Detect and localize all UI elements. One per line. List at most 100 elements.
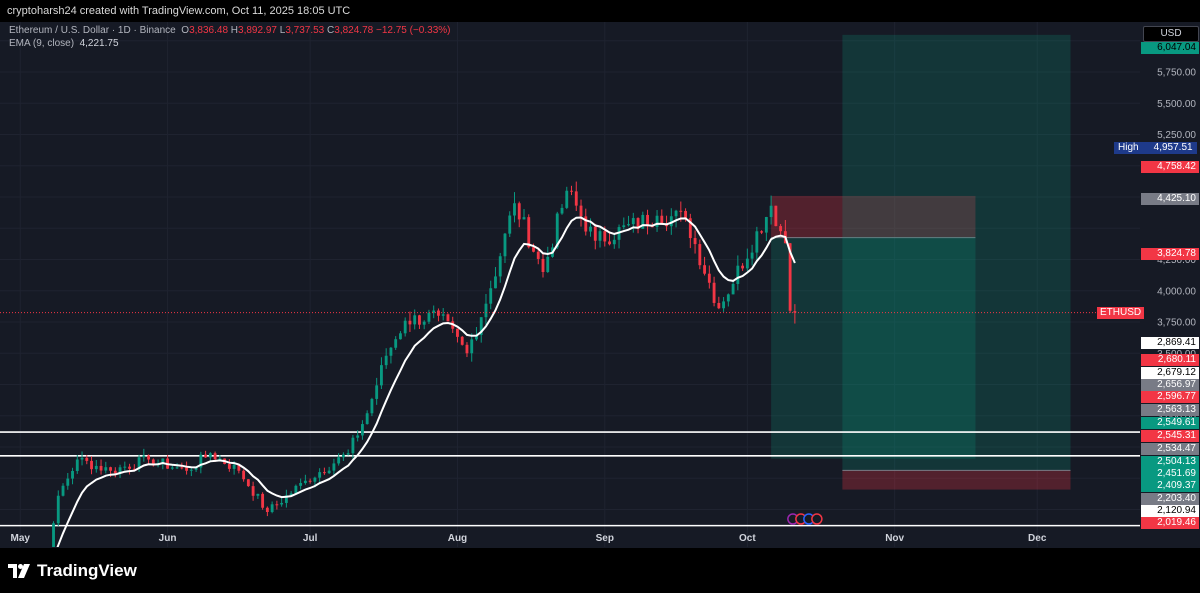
candle-body: [246, 479, 250, 487]
candle-body: [584, 216, 588, 232]
price-tag: 2,019.46: [1141, 517, 1199, 529]
candle-body: [299, 483, 303, 486]
candle-body: [603, 231, 607, 242]
candle-body: [218, 458, 222, 460]
candle-body: [703, 265, 707, 274]
candle-body: [674, 210, 678, 217]
candle-body: [484, 303, 488, 318]
candle-body: [736, 265, 740, 284]
candle-body: [541, 258, 545, 272]
candle-body: [327, 470, 331, 474]
candle-body: [85, 457, 89, 461]
candle-body: [774, 205, 778, 227]
candle-body: [232, 464, 236, 469]
candle-body: [641, 214, 645, 229]
time-axis[interactable]: May Jun Jul Aug Sep Oct Nov Dec: [0, 527, 1140, 547]
grid-lines: [0, 22, 1140, 547]
candle-body: [137, 457, 141, 469]
candle-body: [565, 190, 569, 208]
candle-body: [527, 217, 531, 248]
candle-body: [427, 312, 431, 322]
close-label: C: [327, 25, 335, 36]
time-tick: Nov: [885, 533, 904, 544]
candle-body: [646, 214, 649, 227]
candle-body: [650, 226, 654, 228]
event-icons[interactable]: [787, 513, 823, 525]
candle-body: [161, 458, 165, 463]
high-price-tag: High 4,957.51: [1114, 142, 1197, 154]
price-tag: 2,680.11: [1141, 354, 1199, 366]
candle-body: [341, 454, 345, 458]
candle-body: [94, 465, 98, 470]
candle-body: [755, 231, 759, 253]
price-tag: 2,869.41: [1141, 337, 1199, 349]
candle-body: [608, 241, 611, 245]
candle-body: [213, 453, 217, 460]
long-stop-zone: [842, 470, 1071, 490]
candle-body: [365, 413, 369, 425]
candle-body: [769, 205, 773, 218]
candle-body: [237, 464, 241, 471]
chart-plot-area[interactable]: [0, 22, 1140, 547]
candle-body: [555, 213, 559, 248]
short-position[interactable]: [771, 195, 976, 459]
long-position[interactable]: [842, 34, 1071, 490]
brand-name: TradingView: [37, 561, 137, 580]
time-tick-labels: May Jun Jul Aug Sep Oct Nov Dec: [11, 533, 1047, 544]
candle-body: [118, 467, 122, 474]
candle-body: [631, 218, 635, 225]
candle-body: [726, 294, 730, 302]
symbol-title: Ethereum / U.S. Dollar · 1D · Binance: [9, 25, 176, 36]
candle-body: [275, 504, 279, 506]
candle-body: [370, 398, 374, 414]
price-tag: 3,824.78: [1141, 248, 1199, 260]
candle-body: [475, 334, 478, 340]
candle-body: [356, 435, 360, 438]
candle-body: [717, 302, 721, 309]
symbol-tag-label: ETHUSD: [1097, 306, 1145, 319]
high-value: 3,892.97: [238, 25, 277, 36]
candle-body: [303, 480, 307, 484]
ema-legend[interactable]: EMA (9, close) 4,221.75: [9, 38, 119, 49]
candle-body: [731, 283, 735, 295]
candle-body: [793, 311, 797, 313]
open-label: O: [181, 25, 190, 36]
open-value: 3,836.48: [189, 25, 229, 36]
tradingview-logo[interactable]: TradingView: [8, 561, 137, 581]
price-tag: 2,549.61: [1141, 417, 1199, 429]
ema-line: [56, 216, 796, 547]
candle-body: [132, 468, 136, 470]
candle-body: [498, 256, 502, 277]
position-zones[interactable]: [771, 34, 1071, 490]
candle-body: [375, 385, 379, 399]
horizontal-lines[interactable]: [0, 431, 1140, 527]
candle-body: [351, 437, 355, 454]
price-tag: 2,120.94: [1141, 505, 1199, 517]
candle-body: [280, 502, 284, 505]
candle-body: [465, 344, 469, 354]
candle-body: [227, 463, 231, 469]
candle-body: [546, 256, 550, 272]
candle-body: [589, 226, 592, 232]
candle-body: [175, 467, 179, 469]
candle-body: [593, 226, 597, 241]
close-value: 3,824.78: [334, 25, 374, 36]
candle-body: [75, 459, 79, 471]
candle-body: [199, 454, 203, 468]
candle-body: [322, 472, 326, 474]
candle-body: [189, 469, 193, 471]
last-price-tag: ETHUSD: [1097, 306, 1145, 319]
candle-body: [308, 480, 312, 482]
candle-body: [90, 460, 93, 470]
candle-body: [109, 467, 112, 471]
candle-body: [142, 455, 146, 458]
candle-body: [574, 191, 578, 206]
ema-label: EMA (9, close): [9, 38, 75, 49]
candle-body: [612, 239, 616, 245]
currency-button[interactable]: USD: [1143, 26, 1199, 42]
candle-body: [128, 466, 131, 469]
candle-body: [413, 315, 417, 325]
event-icon: [811, 513, 823, 525]
candle-body: [627, 224, 630, 226]
